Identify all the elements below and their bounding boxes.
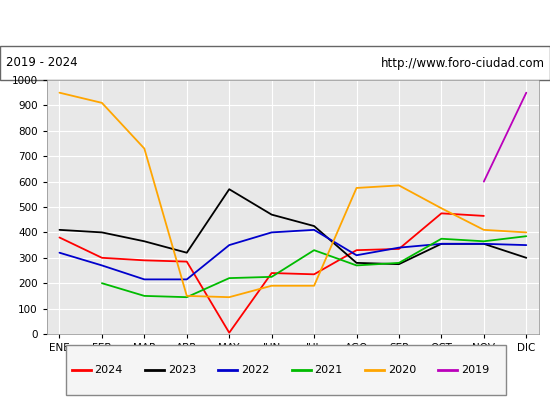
Text: 2019 - 2024: 2019 - 2024 xyxy=(6,56,77,70)
Text: 2023: 2023 xyxy=(168,365,196,375)
Text: 2024: 2024 xyxy=(95,365,123,375)
Text: 2021: 2021 xyxy=(315,365,343,375)
Text: Evolucion Nº Turistas Nacionales en el municipio de Aceuchal: Evolucion Nº Turistas Nacionales en el m… xyxy=(35,16,515,30)
Text: 2019: 2019 xyxy=(461,365,490,375)
Text: 2022: 2022 xyxy=(241,365,270,375)
Text: http://www.foro-ciudad.com: http://www.foro-ciudad.com xyxy=(381,56,544,70)
Text: 2020: 2020 xyxy=(388,365,416,375)
